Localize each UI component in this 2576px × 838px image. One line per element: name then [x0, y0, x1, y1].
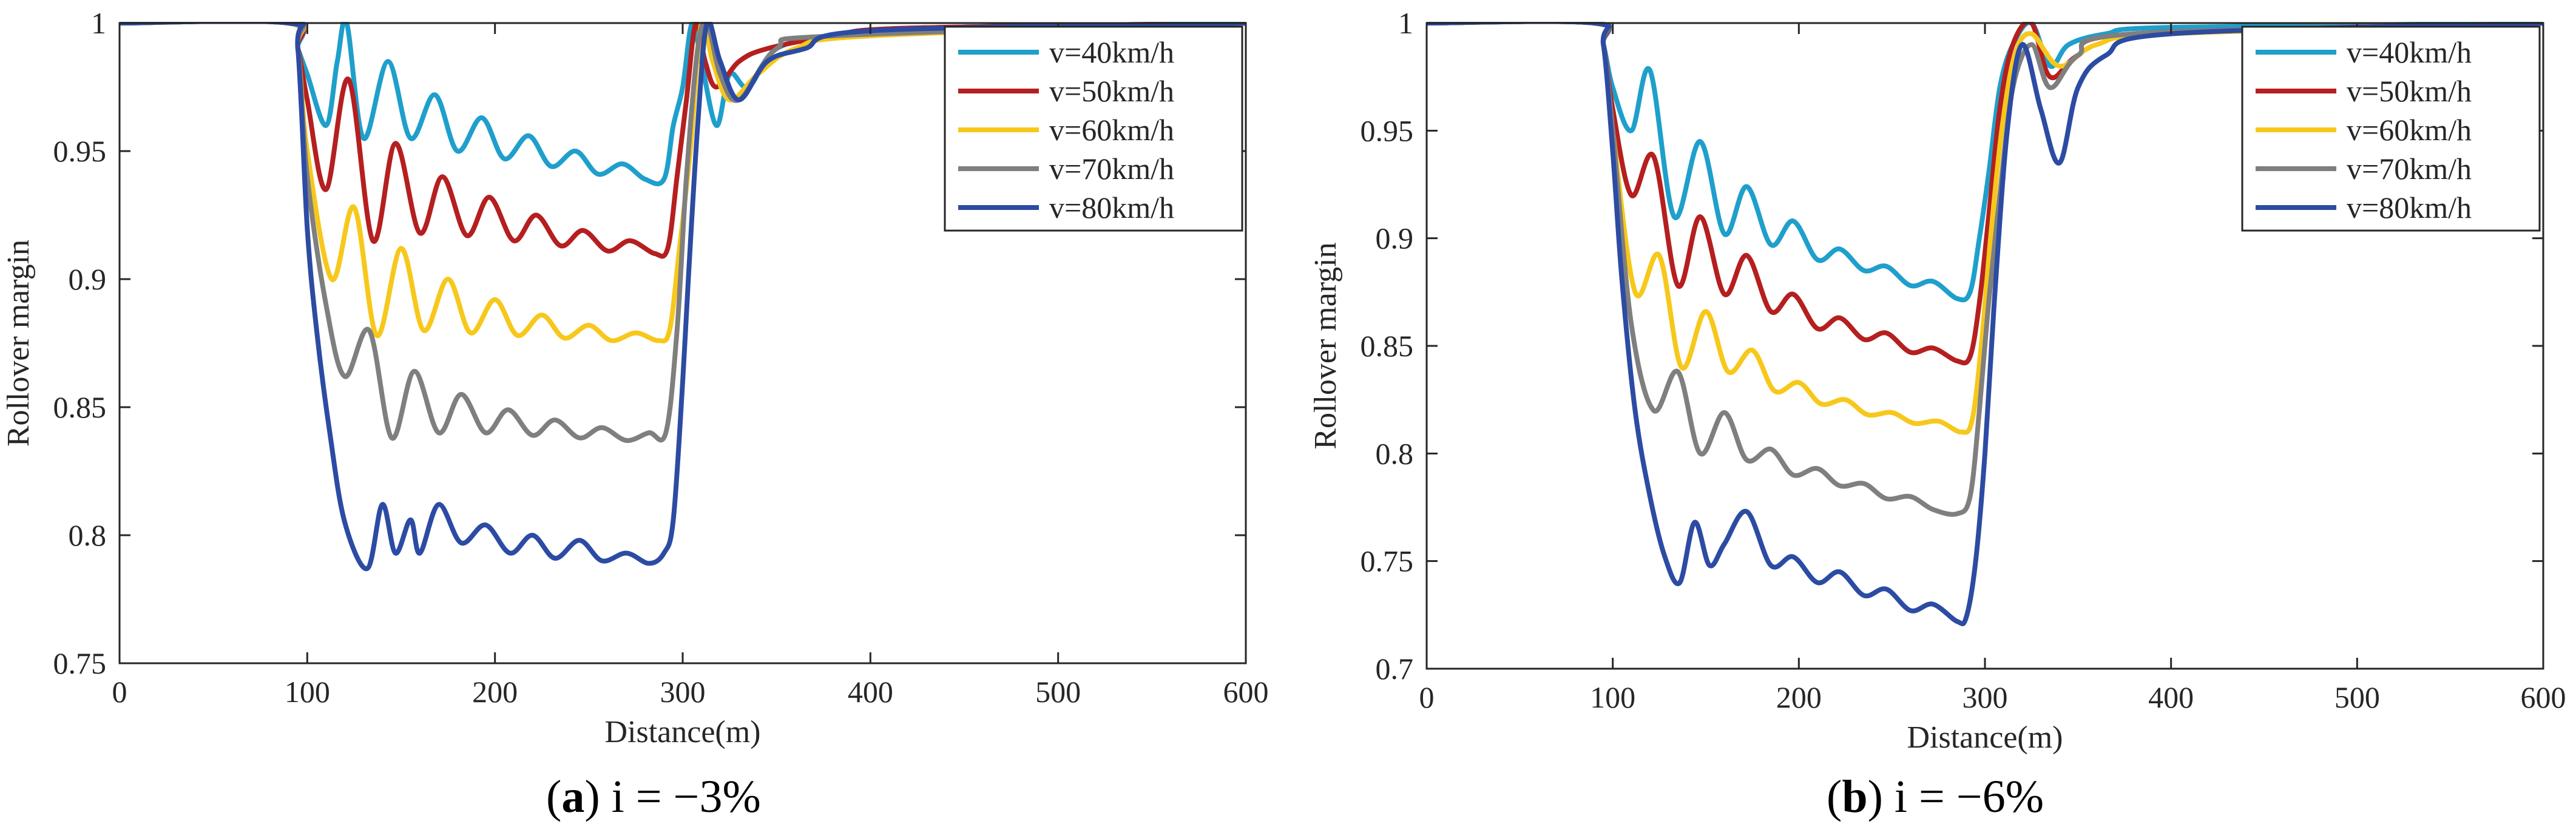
y-tick-label-a-1: 0.8	[69, 518, 107, 552]
legend-label-b-3: v=60km/h	[2347, 113, 2472, 147]
x-tick-label-b-6: 600	[2521, 680, 2566, 714]
series-line-a-4	[120, 22, 1246, 443]
legend-label-a-2: v=50km/h	[1049, 74, 1174, 108]
legend-label-b-5: v=80km/h	[2347, 191, 2472, 225]
x-tick-label-a-6: 600	[1223, 675, 1269, 709]
y-tick-label-b-0: 0.7	[1376, 652, 1414, 686]
chart-panel-b: 0 100 200 300 400 500 600 0.7 0.75 0.8 0.85 0.9 0.95…	[1308, 6, 2566, 755]
caption-b: (b) i = −6%	[1827, 771, 2044, 822]
series-line-a-5	[120, 22, 1246, 571]
x-tick-label-a-4: 400	[848, 675, 893, 709]
y-tick-label-b-1: 0.75	[1361, 544, 1414, 578]
caption-a-text: i = −3%	[611, 771, 761, 822]
caption-b-label: b	[1842, 771, 1868, 822]
y-axis-label-a: Rollover margin	[1, 240, 36, 447]
caption-a: (a) i = −3%	[546, 771, 761, 822]
legend-label-a-4: v=70km/h	[1049, 152, 1174, 186]
x-axis-label-b: Distance(m)	[1907, 720, 2063, 755]
x-tick-label-b-0: 0	[1419, 680, 1435, 714]
x-axis-label-a: Distance(m)	[604, 715, 760, 749]
y-tick-label-a-4: 0.95	[53, 134, 107, 168]
legend-label-b-2: v=50km/h	[2347, 74, 2472, 108]
y-axis-label-b: Rollover margin	[1308, 242, 1343, 449]
x-tick-label-a-1: 100	[285, 675, 330, 709]
legend-b: v=40km/h v=50km/h v=60km/h v=70km/h v=80km/h	[2241, 25, 2541, 232]
y-tick-label-a-3: 0.9	[69, 262, 107, 296]
x-tick-label-a-3: 300	[660, 675, 706, 709]
y-tick-label-a-5: 1	[91, 6, 106, 40]
series-line-b-2	[1427, 22, 2543, 366]
series-line-a-2	[120, 22, 1246, 259]
y-tick-label-a-0: 0.75	[53, 646, 107, 680]
series-group-b	[1427, 22, 2543, 626]
series-line-b-5	[1427, 22, 2543, 626]
caption-a-label: a	[561, 771, 585, 822]
x-tick-label-b-1: 100	[1590, 680, 1635, 714]
x-tick-label-a-2: 200	[472, 675, 518, 709]
y-tick-label-b-5: 0.95	[1361, 113, 1414, 147]
legend-label-a-5: v=80km/h	[1049, 191, 1174, 225]
y-tick-label-b-4: 0.9	[1376, 221, 1414, 255]
legend-a: v=40km/h v=50km/h v=60km/h v=70km/h v=80km/h	[944, 25, 1243, 232]
y-tick-label-a-2: 0.85	[53, 390, 107, 424]
x-tick-label-a-5: 500	[1035, 675, 1081, 709]
series-line-b-3	[1427, 22, 2543, 435]
series-line-b-4	[1427, 22, 2543, 517]
caption-b-text: i = −6%	[1894, 771, 2044, 822]
legend-label-b-1: v=40km/h	[2347, 35, 2472, 69]
legend-label-a-1: v=40km/h	[1049, 35, 1174, 69]
x-tick-label-a-0: 0	[112, 675, 127, 709]
x-tick-label-b-3: 300	[1962, 680, 2008, 714]
legend-label-a-3: v=60km/h	[1049, 113, 1174, 147]
chart-panel-a: 0 100 200 300 400 500 600 0.75 0.8 0.85 0.9 0.95 1 Di…	[1, 6, 1269, 749]
y-tick-label-b-3: 0.85	[1361, 329, 1414, 363]
x-tick-label-b-5: 500	[2334, 680, 2380, 714]
x-tick-label-b-4: 400	[2148, 680, 2194, 714]
legend-label-b-4: v=70km/h	[2347, 152, 2472, 186]
y-tick-label-b-6: 1	[1398, 6, 1413, 40]
y-tick-label-b-2: 0.8	[1376, 436, 1414, 470]
series-line-b-1	[1427, 22, 2543, 303]
series-group-a	[120, 22, 1246, 571]
x-tick-label-b-2: 200	[1776, 680, 1822, 714]
